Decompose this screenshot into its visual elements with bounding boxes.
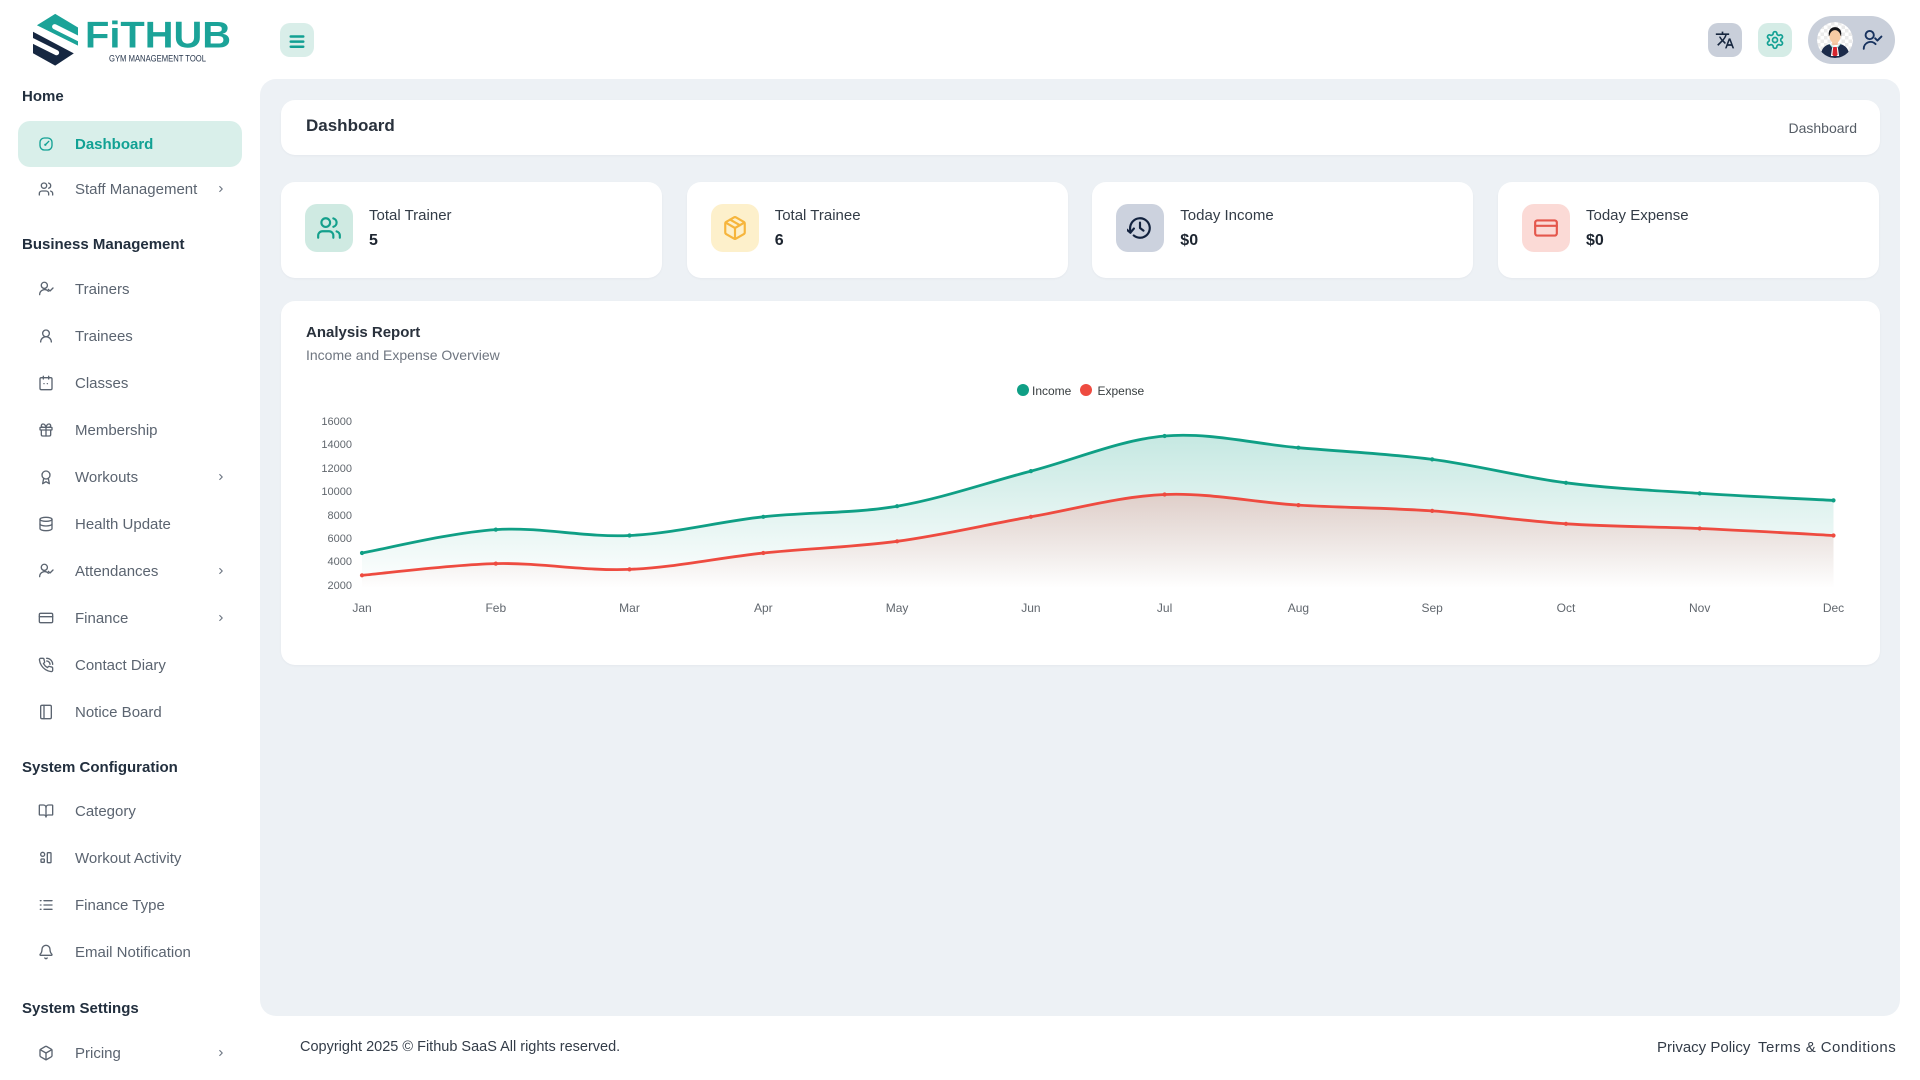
svg-text:FiTHUB: FiTHUB	[85, 15, 231, 56]
svg-text:GYM MANAGEMENT TOOL: GYM MANAGEMENT TOOL	[109, 54, 206, 65]
